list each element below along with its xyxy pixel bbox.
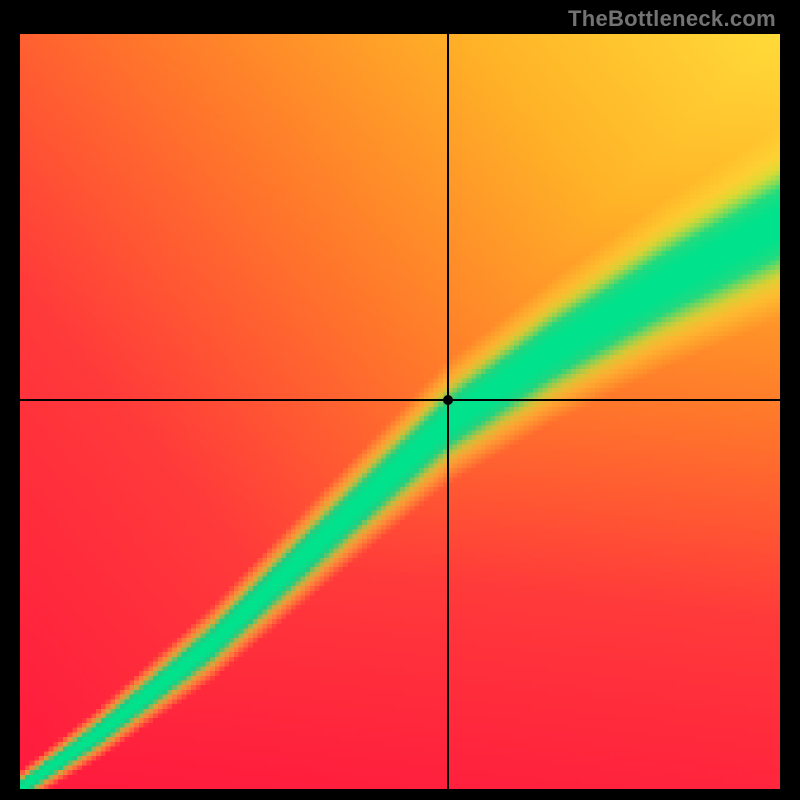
watermark-text: TheBottleneck.com [568, 6, 776, 32]
chart-frame: { "watermark": { "text": "TheBottleneck.… [0, 0, 800, 800]
crosshair-vertical [447, 34, 449, 789]
crosshair-dot [443, 395, 453, 405]
bottleneck-heatmap [20, 34, 780, 789]
crosshair-horizontal [20, 399, 780, 401]
